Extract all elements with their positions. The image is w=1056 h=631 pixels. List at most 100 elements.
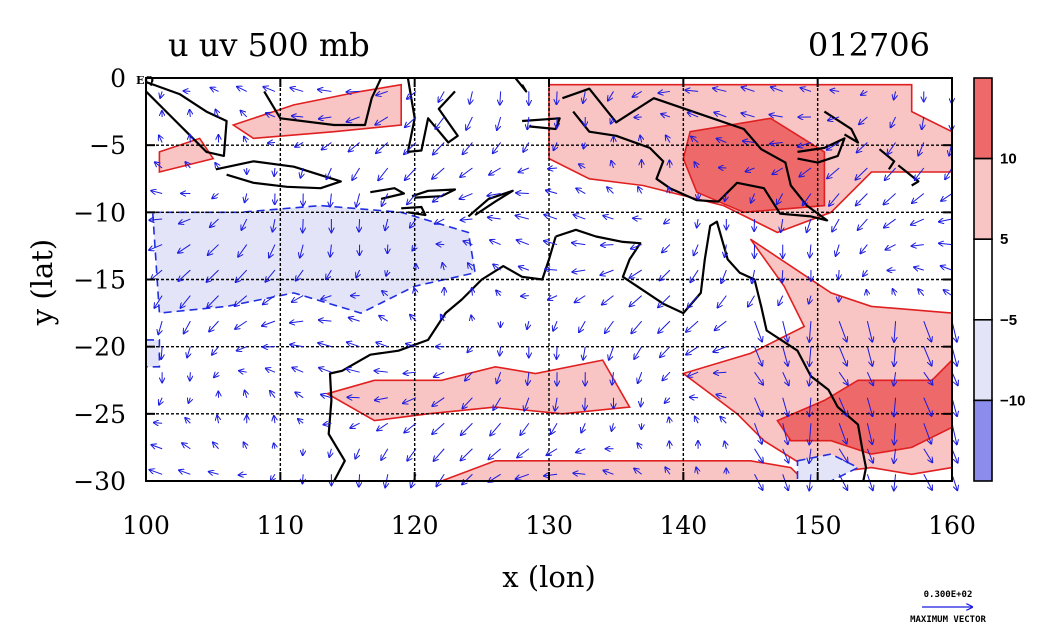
wind-vector-430 — [838, 448, 847, 463]
chart-title: u uv 500 mb — [168, 26, 370, 64]
wind-vector-202 — [939, 243, 953, 244]
colorbar-label-1: 5 — [1000, 231, 1008, 248]
wind-vector-404 — [923, 423, 931, 443]
wind-vector-155 — [435, 218, 445, 224]
wind-vector-268 — [349, 318, 360, 322]
wind-vector-51 — [770, 115, 783, 117]
wind-vector-63 — [295, 142, 304, 146]
coastline-sulawesi — [406, 78, 459, 153]
wind-vector-359 — [462, 397, 473, 409]
wind-vector-53 — [828, 117, 840, 120]
wind-vector-426 — [725, 442, 727, 449]
wind-vector-368 — [716, 395, 727, 398]
wind-vector-124 — [382, 193, 389, 206]
wind-vector-119 — [245, 193, 247, 203]
wind-vector-205 — [207, 269, 219, 282]
wind-vector-220 — [630, 269, 642, 278]
wind-vector-88 — [185, 162, 190, 169]
coastline-sumatra — [146, 80, 228, 157]
wind-vector-346 — [923, 371, 933, 385]
wind-vector-93 — [326, 167, 332, 179]
wind-vector-354 — [321, 395, 332, 398]
wind-vector-353 — [295, 392, 304, 399]
wind-vector-437 — [209, 472, 219, 475]
wind-vector-176 — [208, 244, 219, 255]
wind-vector-50 — [742, 113, 755, 118]
wind-vector-59 — [190, 135, 191, 143]
wind-vector-341 — [782, 371, 789, 385]
wind-vector-148 — [241, 218, 248, 230]
wind-vector-126 — [433, 193, 445, 202]
wind-vector-351 — [245, 391, 247, 398]
x-tick-label-110: 110 — [256, 511, 304, 540]
wind-vector-33 — [266, 113, 276, 117]
wind-vector-290 — [161, 346, 162, 359]
wind-vector-48 — [688, 113, 699, 118]
wind-vector-348 — [159, 397, 162, 405]
wind-vector-283 — [782, 321, 788, 342]
wind-vector-363 — [585, 397, 586, 410]
wind-vector-457 — [782, 474, 788, 490]
wind-vector-170 — [858, 218, 868, 230]
wind-vector-436 — [179, 470, 191, 475]
colorbar-bin-3 — [973, 318, 993, 402]
wind-vector-129 — [516, 193, 529, 194]
wind-vector-276 — [579, 320, 586, 332]
wind-vector-270 — [410, 315, 417, 322]
wind-vector-35 — [319, 117, 332, 119]
wind-vector-214 — [468, 263, 473, 271]
wind-vector-4 — [263, 87, 276, 92]
wind-vector-313 — [809, 346, 811, 366]
wind-vector-12 — [500, 91, 501, 104]
wind-vector-184 — [437, 244, 445, 245]
wind-vector-149 — [273, 218, 275, 232]
wind-vector-204 — [178, 269, 191, 281]
wind-vector-335 — [612, 372, 613, 385]
wind-vector-154 — [410, 218, 417, 228]
wind-vector-233 — [181, 295, 191, 308]
wind-vector-111 — [827, 167, 840, 178]
wind-vector-361 — [524, 397, 530, 411]
wind-vector-113 — [885, 167, 896, 180]
wind-vector-36 — [347, 116, 360, 122]
wind-vector-297 — [347, 342, 360, 348]
grid-lines — [146, 78, 952, 481]
wind-vector-197 — [810, 244, 811, 258]
wind-vector-221 — [660, 269, 671, 280]
wind-vector-106 — [694, 162, 698, 169]
wind-vector-400 — [809, 423, 811, 444]
wind-vector-171 — [884, 218, 896, 228]
y-tick-label-0: 0 — [110, 64, 126, 93]
wind-vector-417 — [461, 448, 473, 461]
wind-vector-420 — [547, 448, 558, 455]
wind-vector-332 — [527, 372, 528, 385]
wind-vector-246 — [548, 296, 558, 300]
coastline-halmahera — [514, 78, 528, 93]
wind-vector-272 — [471, 316, 472, 322]
wind-vector-91 — [274, 167, 275, 176]
wind-vector-5 — [290, 88, 304, 92]
wind-vector-462 — [923, 474, 932, 490]
negative-region-west-band — [151, 204, 477, 314]
wind-vector-244 — [496, 291, 501, 296]
wind-vector-292 — [212, 346, 219, 355]
wind-vector-327 — [375, 371, 388, 372]
wind-vector-11 — [470, 91, 473, 103]
wind-vector-291 — [187, 346, 190, 358]
y-axis-label: y (lat) — [25, 239, 59, 326]
wind-vector-73 — [583, 142, 585, 148]
wind-vector-352 — [270, 391, 275, 399]
wind-vector-325 — [319, 368, 332, 373]
wind-vector-128 — [487, 194, 501, 196]
wind-vector-26 — [894, 91, 896, 99]
wind-vector-125 — [407, 193, 417, 205]
wind-vector-258 — [893, 289, 896, 296]
wind-vector-194 — [725, 244, 727, 257]
wind-vector-207 — [265, 269, 276, 282]
wind-vector-267 — [319, 320, 332, 321]
wind-vector-62 — [268, 142, 275, 143]
wind-vector-243 — [472, 288, 473, 296]
wind-vector-85 — [918, 142, 925, 155]
wind-vector-25 — [861, 91, 868, 94]
